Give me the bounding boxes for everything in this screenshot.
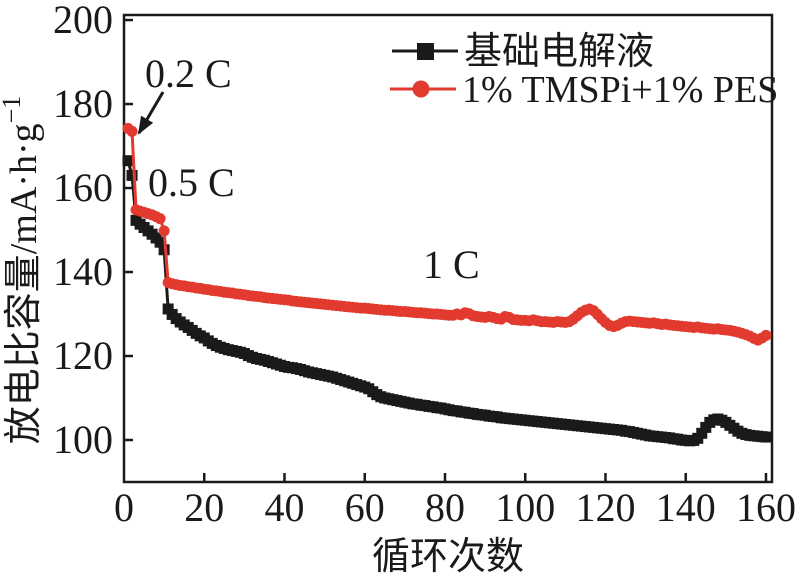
x-tick-label: 40 [264,485,304,530]
data-point-square [760,431,772,443]
x-tick-label: 60 [345,485,385,530]
y-axis-label: 放电比容量/mA·h·g−1 [0,96,45,445]
data-point-circle [126,125,138,137]
legend-circle-marker-icon [412,80,430,98]
data-point-circle [760,329,772,341]
legend-item-base-electrolyte: 基础电解液 [392,31,654,73]
data-point-square [126,169,138,181]
x-tick-label: 100 [495,485,555,530]
x-tick-label: 160 [736,485,796,530]
y-axis-label-superscript: −1 [0,96,26,124]
axis-ticks [124,18,768,482]
x-tick-label: 80 [425,485,465,530]
annotation-arrow [137,91,165,135]
x-tick-label: 120 [575,485,635,530]
legend-label-base-electrolyte: 基础电解液 [464,31,654,73]
legend-label-tmspi-pes: 1% TMSPi+1% PES [462,69,778,111]
x-tick-label: 20 [184,485,224,530]
data-point-square [122,155,134,167]
annotation-1c: 1 C [423,242,480,287]
y-tick-label: 100 [53,417,113,462]
series-base-electrolyte [122,155,772,447]
legend: 基础电解液 1% TMSPi+1% PES [390,31,778,111]
y-axis-label-base: 放电比容量/mA·h·g [3,123,45,444]
y-tick-label: 160 [53,165,113,210]
annotation-0-2c: 0.2 C [145,51,232,96]
plot-area [122,13,774,484]
y-tick-label: 140 [53,249,113,294]
x-tick-label: 140 [656,485,716,530]
y-tick-label: 200 [53,0,113,42]
legend-item-tmspi-pes: 1% TMSPi+1% PES [390,69,778,111]
y-tick-label: 180 [53,81,113,126]
axis-tick-labels: 0 20 40 60 80 100 120 140 160 100 120 140 160 180 200 [53,0,796,530]
data-point-square [696,427,708,439]
series-layer [122,122,772,447]
data-point-circle [158,225,170,237]
x-tick-label: 0 [114,485,134,530]
y-tick-label: 120 [53,333,113,378]
data-point-circle [154,213,166,225]
data-point-square [154,236,166,248]
legend-square-marker-icon [417,43,434,60]
series-tmspi-pes [122,122,772,346]
annotation-0-5c: 0.5 C [148,160,235,205]
x-axis-label: 循环次数 [372,536,524,578]
